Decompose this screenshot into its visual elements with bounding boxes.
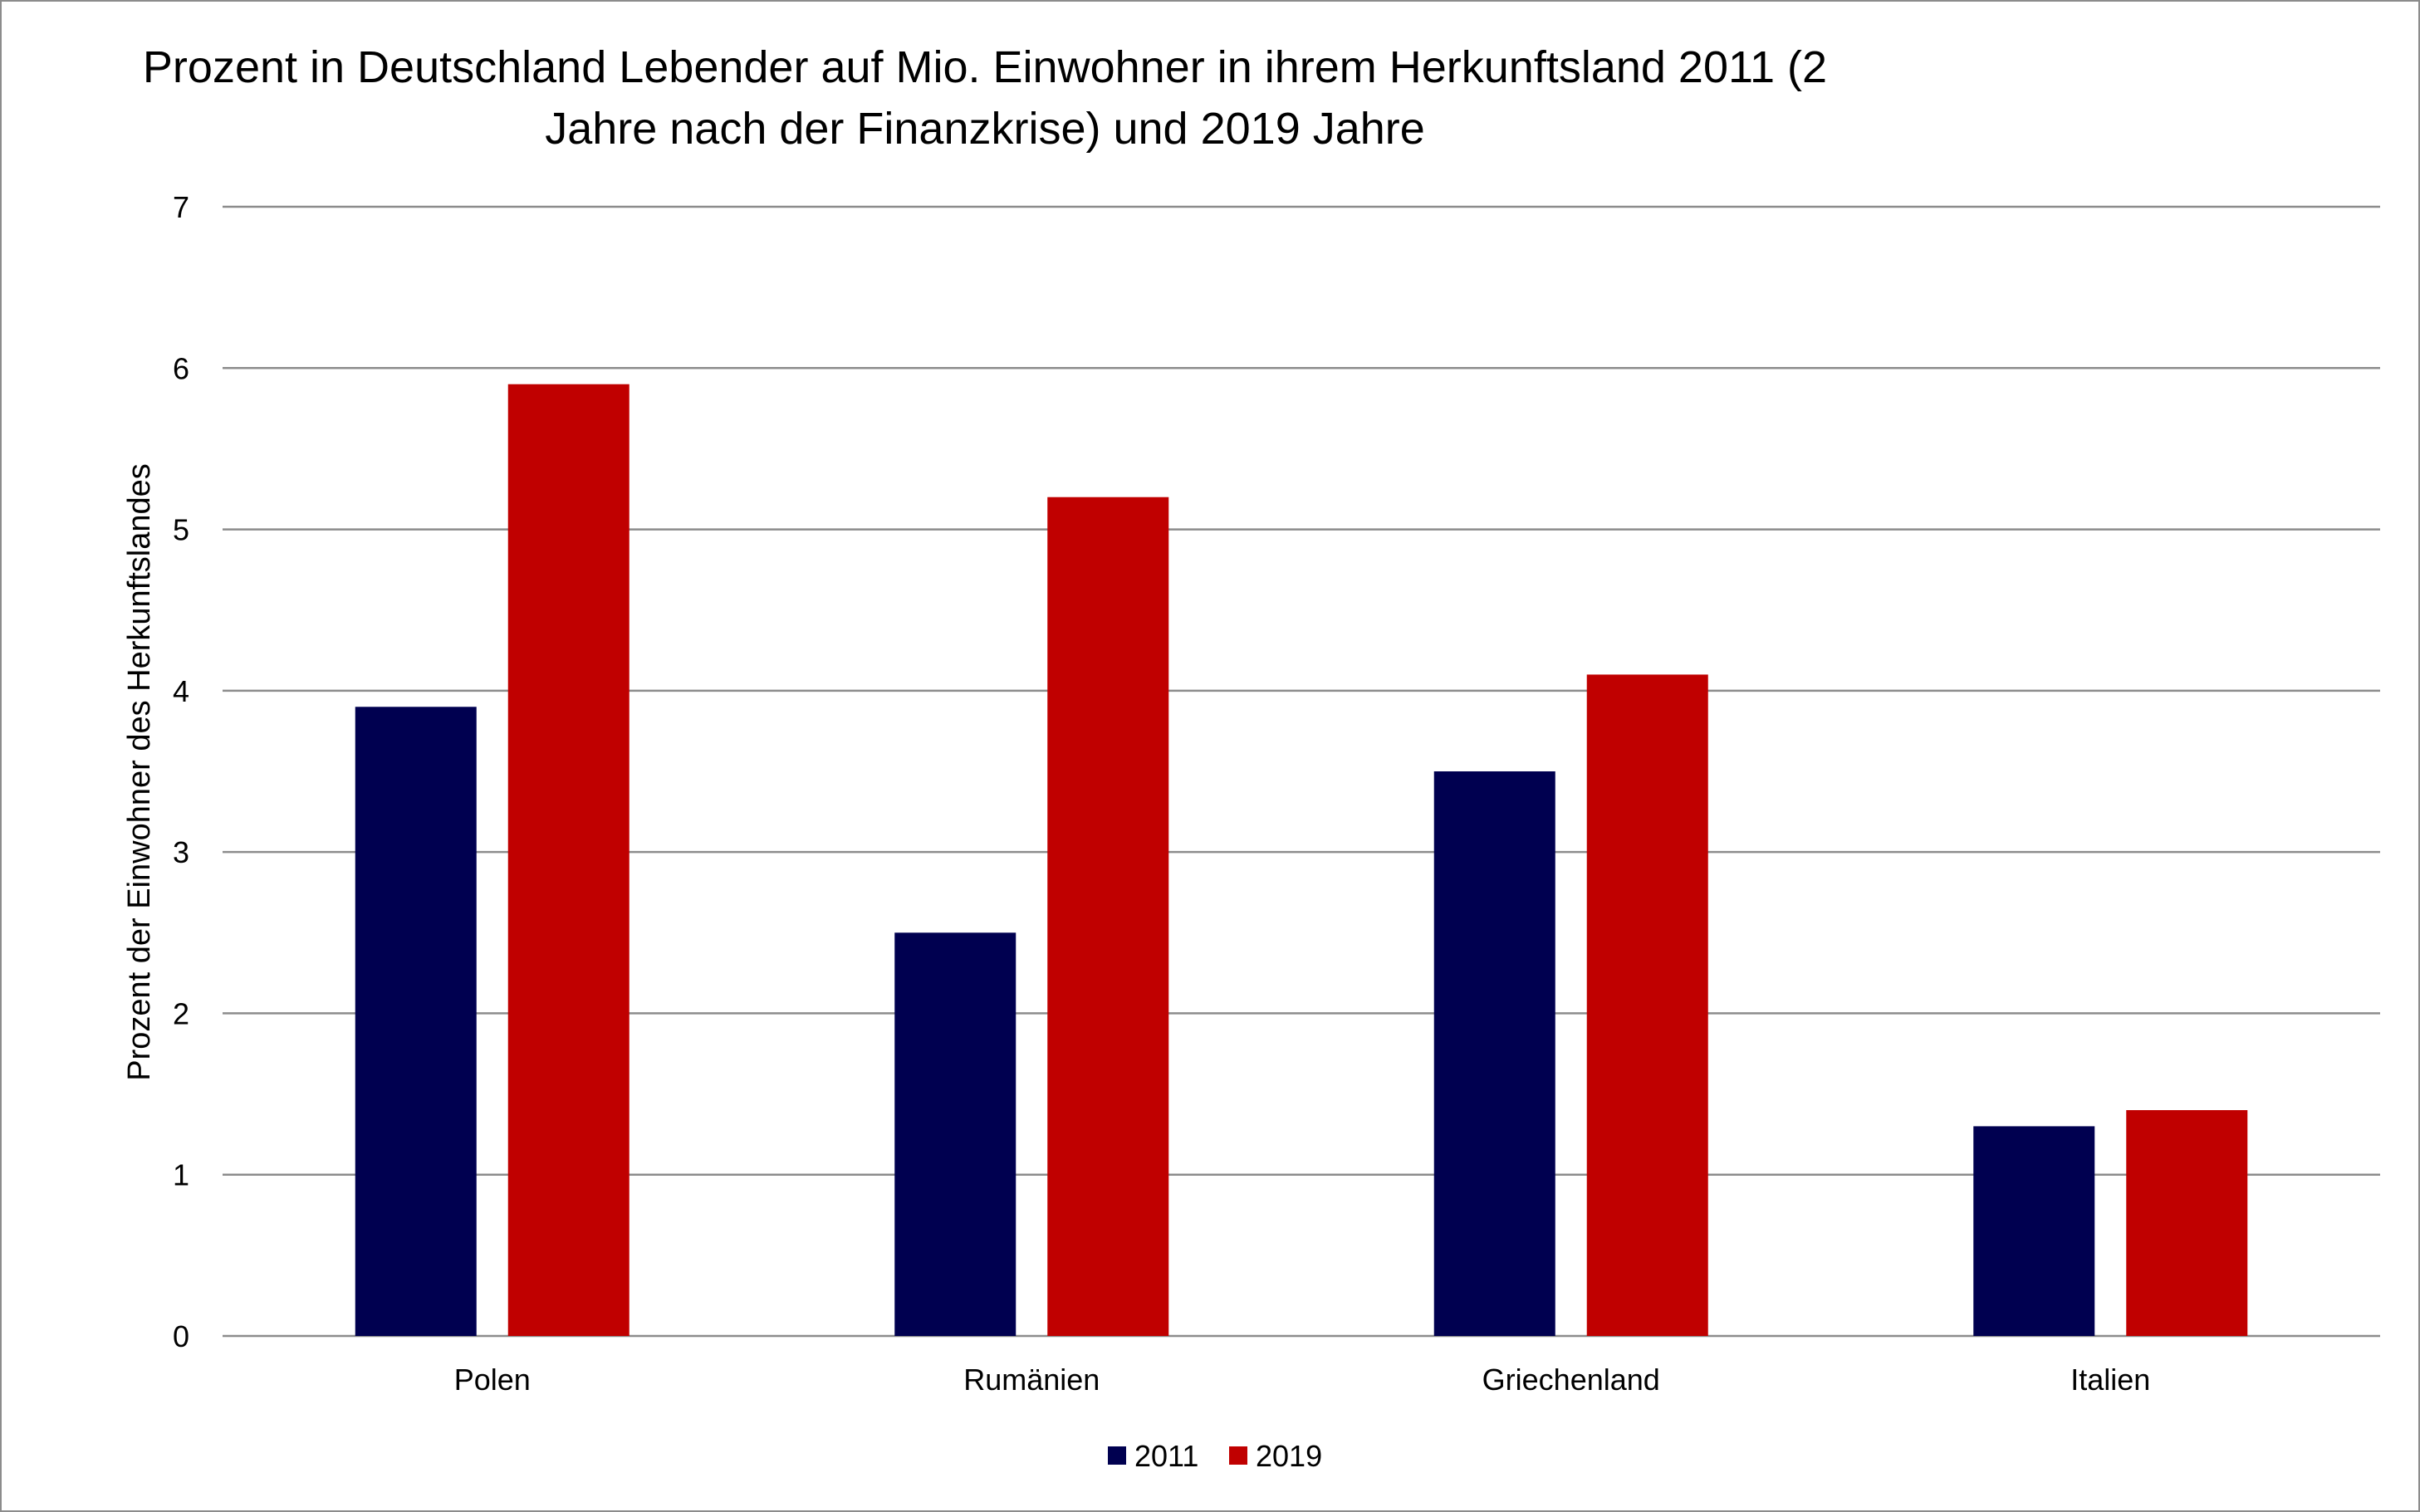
y-tick-label: 5 bbox=[173, 513, 189, 547]
bar-2011-3 bbox=[1973, 1126, 2095, 1336]
x-category-label: Polen bbox=[454, 1363, 531, 1397]
y-tick-label: 0 bbox=[173, 1319, 189, 1353]
y-tick-label: 7 bbox=[173, 190, 189, 224]
bar-2019-1 bbox=[1047, 497, 1169, 1336]
bar-2019-2 bbox=[1586, 674, 1708, 1336]
y-tick-label: 3 bbox=[173, 835, 189, 869]
y-axis-title: Prozent der Einwohner des Herkunftslande… bbox=[122, 463, 157, 1081]
chart-title-line-1: Prozent in Deutschland Lebender auf Mio.… bbox=[143, 42, 1827, 92]
legend: 2011 2019 bbox=[1108, 1439, 1322, 1473]
bar-2019-0 bbox=[507, 384, 629, 1336]
bar-2011-0 bbox=[355, 707, 477, 1336]
y-tick-label: 2 bbox=[173, 996, 189, 1030]
chart-title-line-2: Jahre nach der Finanzkrise) und 2019 Jah… bbox=[545, 104, 1425, 154]
bar-2011-1 bbox=[894, 932, 1016, 1336]
bars bbox=[355, 384, 2248, 1336]
x-category-label: Griechenland bbox=[1482, 1363, 1660, 1397]
x-category-label: Italien bbox=[2070, 1363, 2150, 1397]
legend-label-2011: 2011 bbox=[1134, 1439, 1198, 1473]
legend-swatch-2019 bbox=[1229, 1446, 1247, 1465]
y-tick-label: 4 bbox=[173, 674, 189, 708]
bar-2011-2 bbox=[1433, 771, 1555, 1336]
x-axis-categories: Polen Rumänien Griechenland Italien bbox=[454, 1363, 2151, 1397]
y-tick-label: 1 bbox=[173, 1158, 189, 1192]
legend-swatch-2011 bbox=[1108, 1446, 1126, 1465]
bar-2019-3 bbox=[2126, 1110, 2248, 1336]
x-category-label: Rumänien bbox=[963, 1363, 1100, 1397]
chart-title: Prozent in Deutschland Lebender auf Mio.… bbox=[143, 42, 1827, 154]
y-axis-ticks: 0 1 2 3 4 5 6 7 bbox=[173, 190, 189, 1353]
y-tick-label: 6 bbox=[173, 351, 189, 385]
legend-label-2019: 2019 bbox=[1256, 1439, 1322, 1473]
